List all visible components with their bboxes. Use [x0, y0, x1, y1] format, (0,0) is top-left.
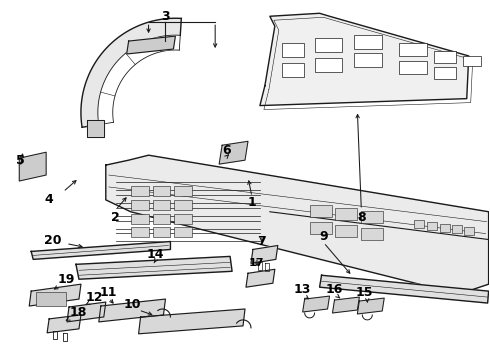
- Text: 18: 18: [69, 306, 87, 319]
- Text: 1: 1: [247, 196, 256, 209]
- Bar: [463, 56, 481, 66]
- Polygon shape: [31, 242, 171, 260]
- Bar: [336, 208, 357, 220]
- Polygon shape: [139, 309, 245, 334]
- Bar: [310, 222, 332, 234]
- Text: 10: 10: [124, 297, 142, 311]
- Text: 17: 17: [249, 258, 265, 268]
- Bar: [464, 227, 474, 235]
- Polygon shape: [333, 297, 359, 313]
- Polygon shape: [81, 18, 181, 127]
- Bar: [315, 38, 343, 52]
- Bar: [36, 292, 66, 306]
- Text: 4: 4: [45, 193, 53, 206]
- Text: 2: 2: [111, 211, 120, 224]
- Text: 3: 3: [161, 10, 170, 23]
- Text: 12: 12: [85, 291, 102, 303]
- Text: 7: 7: [258, 235, 266, 248]
- Bar: [414, 220, 424, 228]
- Polygon shape: [67, 302, 106, 322]
- Bar: [361, 211, 383, 223]
- Bar: [152, 200, 171, 210]
- Bar: [152, 186, 171, 196]
- Bar: [152, 227, 171, 237]
- Bar: [174, 214, 192, 224]
- Bar: [354, 53, 382, 67]
- Text: 14: 14: [147, 248, 164, 261]
- Bar: [131, 214, 148, 224]
- Bar: [131, 186, 148, 196]
- Bar: [399, 43, 427, 56]
- Text: 6: 6: [222, 144, 230, 157]
- Polygon shape: [246, 269, 275, 287]
- Text: 19: 19: [57, 273, 74, 286]
- Bar: [131, 200, 148, 210]
- Bar: [174, 227, 192, 237]
- Bar: [399, 61, 427, 74]
- Polygon shape: [357, 298, 384, 314]
- Bar: [354, 35, 382, 49]
- Bar: [336, 225, 357, 237]
- Bar: [174, 200, 192, 210]
- Text: 20: 20: [44, 234, 62, 247]
- Polygon shape: [47, 315, 81, 333]
- Polygon shape: [127, 36, 175, 54]
- Bar: [440, 224, 450, 231]
- Polygon shape: [106, 155, 489, 294]
- Text: 5: 5: [16, 154, 24, 167]
- Text: 16: 16: [326, 283, 343, 296]
- Polygon shape: [319, 275, 489, 303]
- Bar: [315, 58, 343, 72]
- Polygon shape: [260, 13, 469, 105]
- Bar: [434, 51, 456, 63]
- Bar: [310, 205, 332, 217]
- Bar: [131, 227, 148, 237]
- Text: 9: 9: [319, 230, 328, 243]
- Polygon shape: [303, 296, 329, 312]
- Bar: [361, 228, 383, 239]
- Bar: [452, 225, 462, 233]
- Bar: [434, 67, 456, 79]
- Bar: [282, 43, 304, 57]
- Bar: [174, 186, 192, 196]
- Text: 8: 8: [357, 211, 366, 224]
- Polygon shape: [251, 246, 278, 264]
- Bar: [282, 63, 304, 77]
- Polygon shape: [99, 299, 166, 322]
- Polygon shape: [76, 256, 232, 279]
- Polygon shape: [29, 284, 81, 306]
- Polygon shape: [19, 152, 46, 181]
- Bar: [427, 222, 437, 230]
- Text: 15: 15: [356, 285, 373, 299]
- Bar: [152, 214, 171, 224]
- Text: 11: 11: [100, 285, 118, 299]
- Polygon shape: [219, 141, 248, 164]
- Polygon shape: [87, 120, 104, 136]
- Text: 13: 13: [294, 283, 311, 296]
